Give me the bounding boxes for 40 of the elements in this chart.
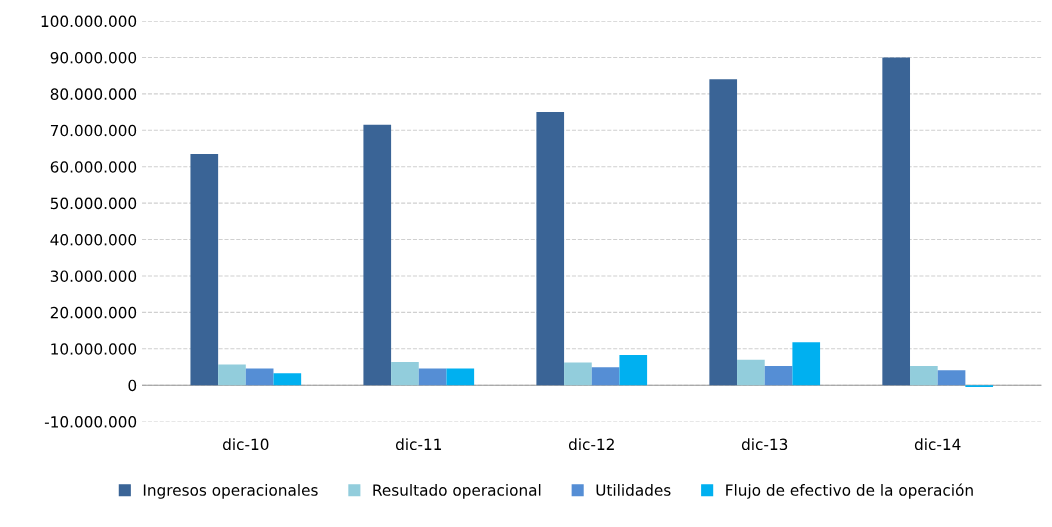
y-tick-label: -10.000.000 [44, 416, 137, 428]
y-tick-label: 0 [128, 379, 137, 392]
bar [190, 153, 219, 386]
bar [564, 362, 592, 386]
y-tick-label: 70.000.000 [50, 124, 137, 137]
bar [218, 364, 246, 386]
y-tick-label: 40.000.000 [50, 234, 137, 246]
bar [910, 365, 938, 386]
bar [591, 367, 620, 386]
bar [764, 365, 793, 386]
bar [737, 359, 765, 386]
bar [882, 57, 911, 386]
y-tick-label: 60.000.000 [50, 161, 137, 173]
x-tick-label: dic-13 [741, 438, 788, 451]
legend-label: Flujo de efectivo de la operación [726, 483, 973, 499]
legend-label: Resultado operacional [373, 484, 541, 499]
bar [619, 354, 648, 386]
bar [273, 373, 302, 386]
y-tick-label: 100.000.000 [41, 15, 137, 28]
bar [363, 124, 392, 386]
bar [446, 368, 475, 386]
y-tick-label: 90.000.000 [50, 51, 137, 64]
legend-label: Ingresos operacionales [143, 484, 318, 499]
bar [391, 361, 419, 386]
x-tick-label: dic-11 [395, 438, 442, 451]
y-tick-label: 30.000.000 [50, 270, 137, 282]
x-tick-label: dic-10 [223, 438, 269, 451]
legend-label: Utilidades [596, 484, 671, 496]
y-tick-label: 20.000.000 [50, 306, 137, 319]
bar [536, 112, 565, 386]
bar [792, 342, 821, 386]
x-tick-label: dic-12 [568, 438, 614, 451]
x-tick-label: dic-14 [914, 438, 961, 451]
y-tick-label: 50.000.000 [50, 197, 137, 210]
bar [245, 368, 274, 386]
y-tick-label: 80.000.000 [50, 88, 137, 100]
bar [709, 79, 738, 386]
bar [418, 368, 447, 386]
bar [937, 370, 966, 386]
y-tick-label: 10.000.000 [51, 343, 137, 355]
